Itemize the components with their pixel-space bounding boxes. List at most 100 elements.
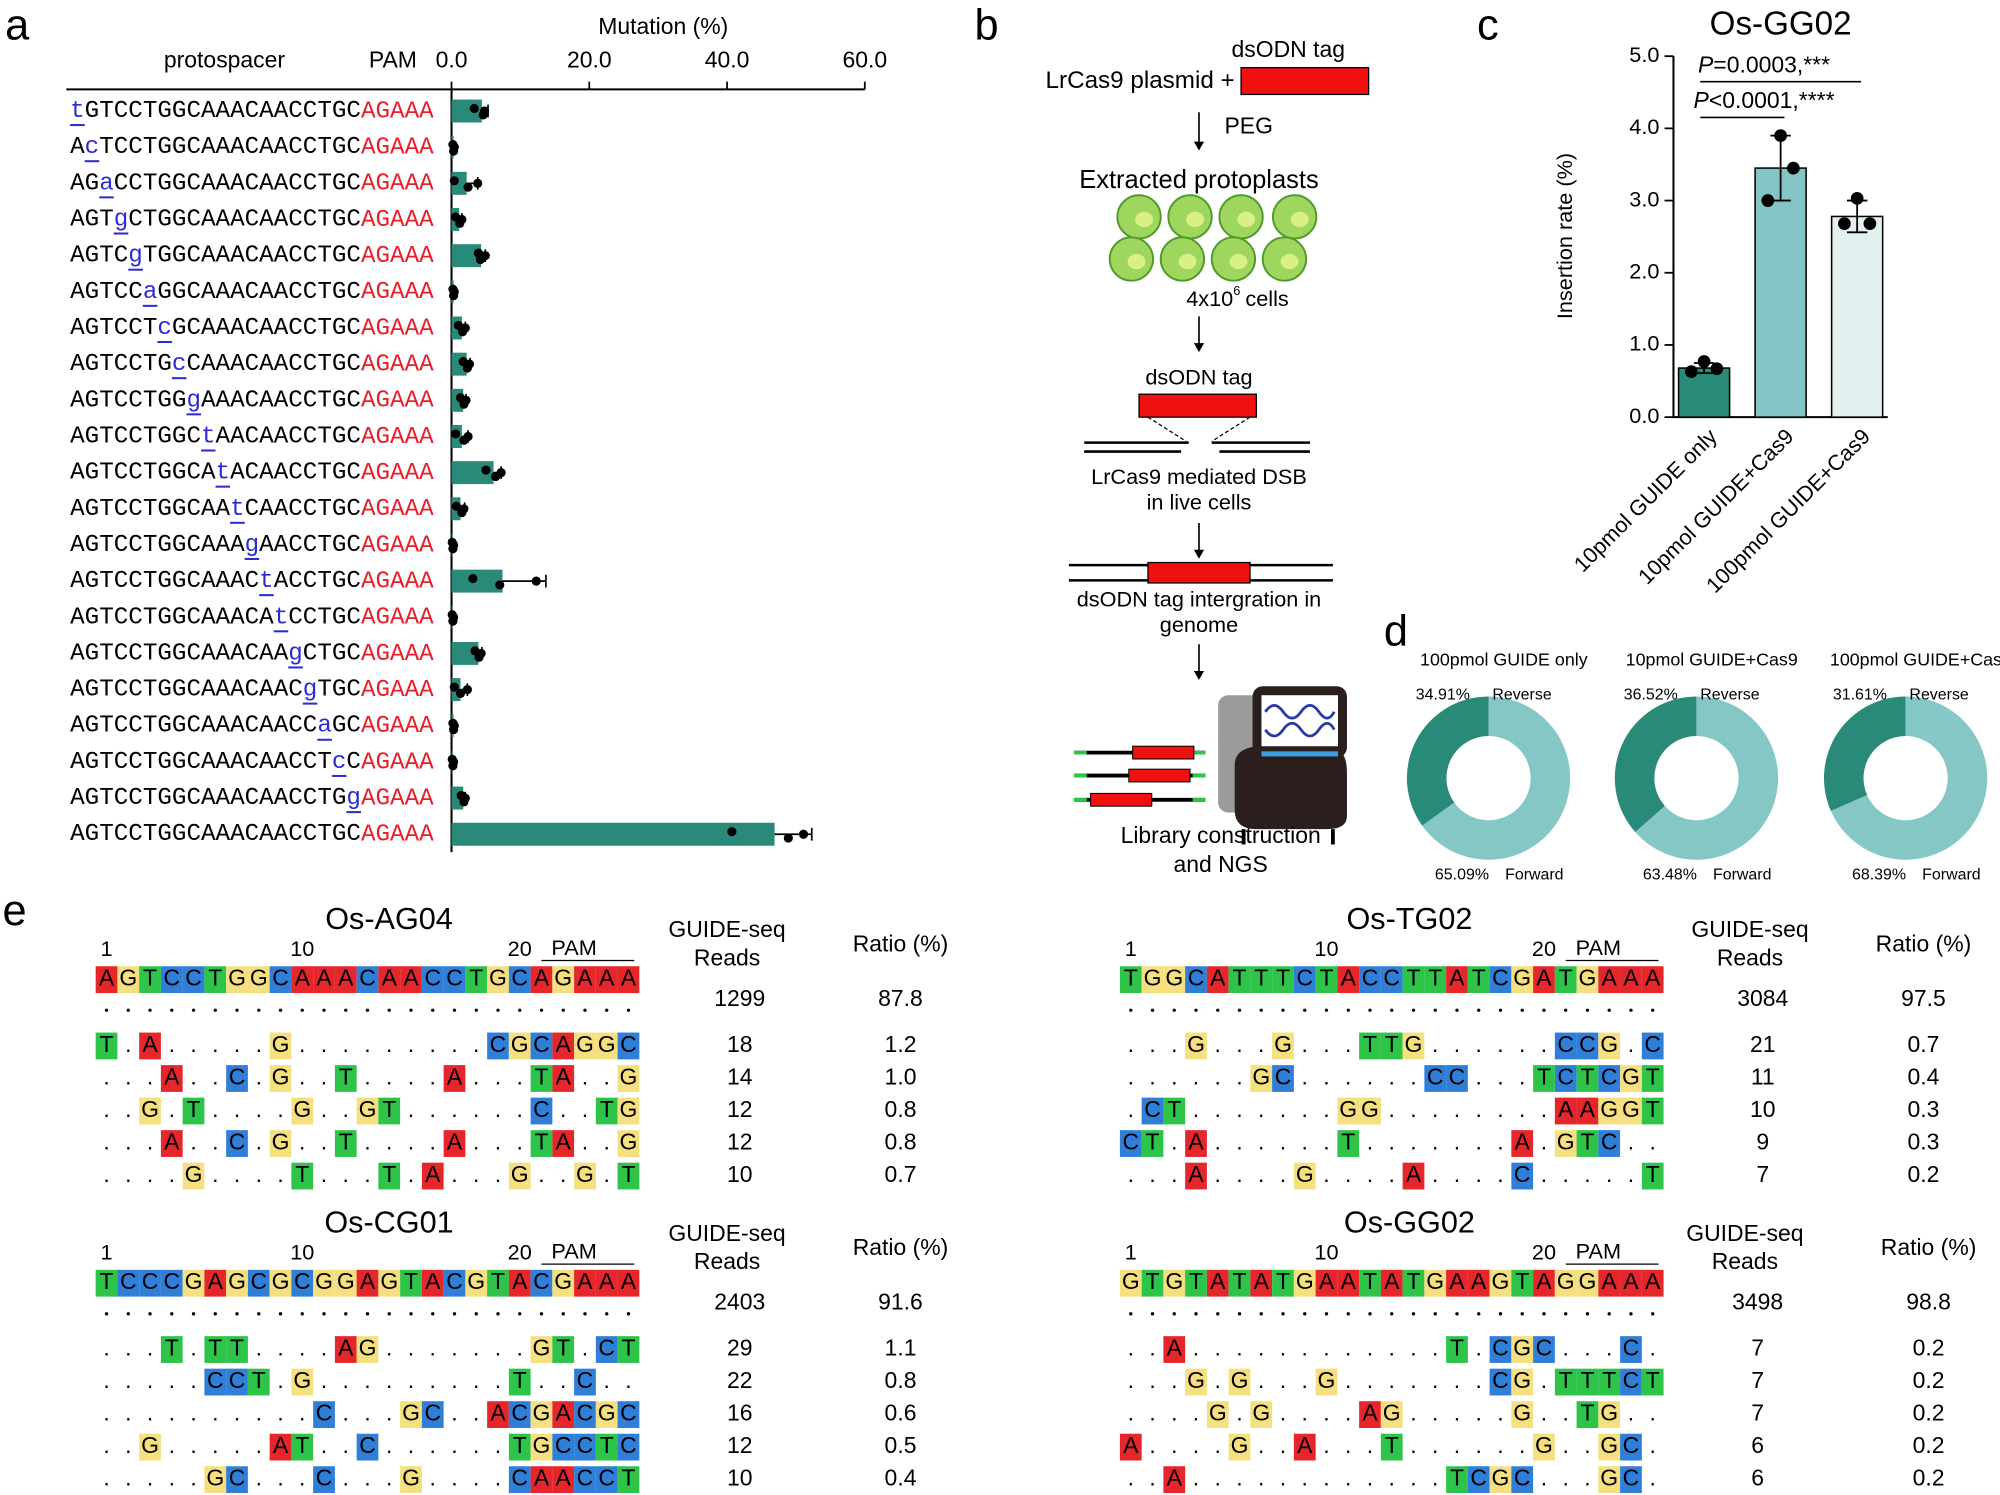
reads-cell: 12 — [727, 1129, 753, 1155]
match-dot — [1607, 1312, 1611, 1316]
base-box — [443, 1130, 466, 1157]
reads-cell: 16 — [727, 1400, 753, 1426]
base-box — [1511, 1336, 1534, 1363]
ratio-cell: 0.8 — [885, 1096, 917, 1122]
data-point — [798, 829, 809, 839]
base-box — [574, 1466, 596, 1494]
base-box — [508, 1368, 531, 1396]
donut-segment — [1823, 696, 1906, 812]
base-box — [1446, 966, 1468, 994]
data-point — [451, 501, 461, 511]
match-dot — [1129, 1312, 1133, 1316]
protospacer-sequence: AGTCCTcGCAAACAACCTGC — [70, 315, 361, 342]
base-box — [160, 1130, 183, 1157]
base-box — [1598, 1401, 1621, 1428]
pam-label: PAM — [551, 935, 596, 960]
position-number: 10 — [290, 1240, 314, 1265]
table-title: Os-TG02 — [1347, 902, 1473, 936]
base-box — [1511, 1162, 1534, 1190]
base-box — [1337, 1269, 1360, 1297]
match-dot — [213, 1008, 217, 1012]
position-number: 1 — [101, 1240, 113, 1265]
diagram-text: Extracted protoplasts — [1079, 166, 1319, 194]
position-number: 20 — [1532, 936, 1556, 961]
protospacer-sequence: AGTCCTGGCAAtCAACCTGC — [70, 496, 361, 523]
base-box — [1533, 966, 1555, 994]
table-title: Os-GG02 — [1344, 1206, 1475, 1240]
ratio-cell: 91.6 — [878, 1289, 923, 1315]
base-box — [247, 1368, 270, 1396]
match-dot — [1129, 1008, 1133, 1012]
data-point — [480, 251, 490, 261]
protospacer-sequence: AGTCCTGGCAAACAACCaGC — [70, 713, 361, 740]
match-dot — [1390, 1008, 1394, 1012]
base-box — [204, 1368, 227, 1396]
match-dot — [1607, 1008, 1611, 1012]
base-box — [160, 1269, 183, 1297]
dashed-guide — [1211, 416, 1251, 442]
protospacer-sequence: AGTCCTGGCAtACAACCTGC — [70, 460, 361, 487]
pam-sequence: AGAAA — [361, 279, 434, 306]
match-dot — [1629, 1312, 1633, 1316]
position-number: 20 — [1532, 1240, 1556, 1265]
match-dot — [1390, 1312, 1394, 1316]
match-dot — [1324, 1008, 1329, 1012]
base-box — [574, 1368, 596, 1396]
base-box — [1424, 1065, 1447, 1092]
reads-cell: 6 — [1751, 1432, 1764, 1458]
cell-nucleus — [1237, 211, 1256, 228]
column-header: Reads — [694, 944, 760, 970]
base-box — [1250, 966, 1273, 994]
base-box — [530, 1269, 553, 1297]
significance-label: P=0.0003,*** — [1698, 51, 1830, 77]
base-box — [1359, 1401, 1381, 1428]
base-box — [226, 1336, 248, 1363]
base-box — [139, 1097, 161, 1125]
base-box — [226, 1065, 248, 1092]
data-point — [468, 573, 478, 584]
base-box — [356, 966, 379, 994]
data-point — [449, 540, 459, 550]
base-box — [1620, 1336, 1642, 1363]
base-box — [1293, 1162, 1316, 1190]
cell-nucleus — [1127, 253, 1146, 270]
base-box — [1620, 1433, 1642, 1461]
cell-nucleus — [1280, 253, 1299, 270]
base-box — [530, 1130, 553, 1157]
column-header: Reads — [1717, 944, 1783, 970]
base-box — [378, 1162, 401, 1190]
base-box — [269, 1433, 292, 1461]
match-dot — [1585, 1312, 1590, 1316]
match-dot — [1564, 1312, 1568, 1316]
data-point — [455, 688, 466, 699]
base-box — [1228, 1269, 1251, 1297]
sequencer-body — [1234, 746, 1347, 830]
reads-cell: 11 — [1751, 1064, 1775, 1090]
base-box — [1620, 966, 1642, 994]
base-box — [95, 966, 118, 994]
reads-cell: 21 — [1750, 1031, 1776, 1057]
match-dot — [257, 1312, 261, 1316]
column-header: Reads — [1712, 1248, 1778, 1274]
base-box — [1424, 966, 1447, 994]
reads-cell: 7 — [1756, 1161, 1769, 1187]
bar — [1830, 215, 1884, 418]
base-box — [530, 966, 553, 994]
base-box — [269, 1032, 292, 1060]
match-dot — [1216, 1312, 1220, 1316]
protospacer-sequence: AGTCCTGGCAAACAAgCTGC — [70, 641, 361, 668]
cell-nucleus — [1178, 253, 1197, 270]
match-dot — [1368, 1008, 1372, 1012]
base-box — [617, 1433, 640, 1461]
base-box — [1380, 1433, 1403, 1461]
reads-cell: 6 — [1751, 1465, 1764, 1491]
base-box — [617, 1269, 640, 1297]
base-box — [1641, 1097, 1664, 1125]
donut-segment — [1830, 696, 1988, 860]
base-box — [574, 1162, 596, 1190]
match-dot — [1585, 1008, 1590, 1012]
base-box — [1359, 1032, 1381, 1060]
